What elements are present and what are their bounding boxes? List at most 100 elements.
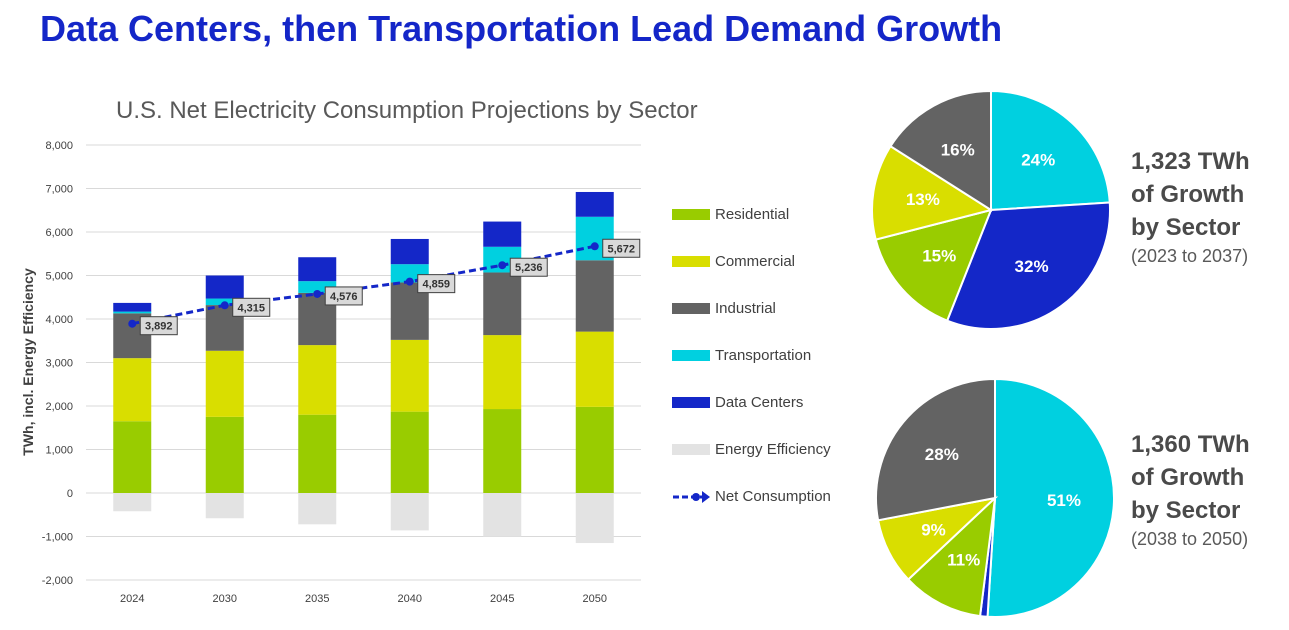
legend-item-data-centers: Data Centers bbox=[672, 393, 862, 413]
data-label: 4,315 bbox=[237, 302, 265, 314]
y-tick-label: 2,000 bbox=[45, 401, 73, 413]
bar-residential-2050 bbox=[575, 406, 614, 493]
legend-item-net-consumption: Net Consumption bbox=[672, 487, 862, 507]
data-label: 4,576 bbox=[330, 291, 358, 303]
growth-summary-2-period: (2038 to 2050) bbox=[1131, 529, 1249, 549]
legend-label: Net Consumption bbox=[715, 488, 831, 505]
growth-summary-2: 1,360 TWh of Growth by Sector (2038 to 2… bbox=[1131, 428, 1250, 551]
legend-swatch-line bbox=[673, 491, 710, 503]
pie-slice-label: 15% bbox=[922, 247, 956, 266]
bar-energy-efficiency-2035 bbox=[298, 493, 337, 525]
bar-residential-2040 bbox=[390, 411, 429, 493]
pie-slice-data-centers bbox=[945, 201, 1111, 330]
pie-chart-2038-2050: 51% 11%9% 28% bbox=[875, 377, 1115, 618]
y-tick-label: -2,000 bbox=[42, 575, 73, 587]
bar-residential-2030 bbox=[205, 416, 244, 493]
pie-slice-residential bbox=[874, 208, 993, 322]
bar-energy-efficiency-2050 bbox=[575, 493, 614, 544]
x-tick-label: 2045 bbox=[490, 593, 514, 605]
data-label: 4,859 bbox=[422, 279, 450, 291]
legend-item-transportation: Transportation bbox=[672, 346, 862, 366]
legend-label: Data Centers bbox=[715, 394, 804, 411]
data-label: 3,892 bbox=[145, 321, 173, 333]
legend-swatch bbox=[672, 209, 710, 220]
bar-transportation-2035 bbox=[298, 281, 337, 293]
bar-energy-efficiency-2030 bbox=[205, 493, 244, 519]
bar-data-centers-2040 bbox=[390, 238, 429, 265]
legend-item-industrial: Industrial bbox=[672, 299, 862, 319]
growth-summary-1-title: 1,323 TWh of Growth by Sector bbox=[1131, 148, 1250, 241]
pie-slice-label: 28% bbox=[925, 445, 959, 464]
net-consumption-line: 3,892 4,315 4,576 4,859 5,236 5,672 bbox=[128, 238, 641, 336]
pie-slice-transportation bbox=[990, 89, 1111, 212]
gridlines bbox=[86, 144, 641, 581]
pie-slice-label: 9% bbox=[921, 520, 946, 539]
y-tick-label: 0 bbox=[67, 488, 73, 500]
x-tick-label: 2030 bbox=[213, 593, 237, 605]
bar-residential-2045 bbox=[483, 409, 522, 493]
legend-swatch bbox=[672, 350, 710, 361]
bar-data-centers-2050 bbox=[575, 191, 614, 217]
legend-label: Industrial bbox=[715, 300, 776, 317]
net-consumption-point bbox=[313, 289, 322, 298]
axes: 8,000 7,000 6,000 5,000 4,000 3,000 2,000 1,000… bbox=[42, 140, 607, 605]
bar-energy-efficiency-2040 bbox=[390, 493, 429, 531]
data-label-box bbox=[417, 274, 456, 294]
legend-label: Transportation bbox=[715, 347, 812, 364]
x-tick-label: 2035 bbox=[305, 593, 329, 605]
bar-data-centers-2024 bbox=[113, 302, 152, 312]
data-label-box bbox=[602, 238, 641, 258]
y-tick-label: 4,000 bbox=[45, 314, 73, 326]
bar-industrial-2045 bbox=[483, 272, 522, 336]
y-axis-label: TWh, incl. Energy Efficiency bbox=[20, 268, 36, 456]
net-consumption-point bbox=[405, 277, 414, 286]
legend-item-energy-efficiency: Energy Efficiency bbox=[672, 440, 862, 460]
pie-slice-label: 16% bbox=[941, 141, 975, 160]
pie-slice-label: 24% bbox=[1021, 151, 1055, 170]
bar-chart-title: U.S. Net Electricity Consumption Project… bbox=[116, 97, 698, 124]
y-tick-label: -1,000 bbox=[42, 532, 73, 544]
growth-summary-1: 1,323 TWh of Growth by Sector (2023 to 2… bbox=[1131, 145, 1250, 268]
bar-residential-2024 bbox=[113, 421, 152, 493]
data-label: 5,672 bbox=[607, 243, 635, 255]
y-tick-label: 6,000 bbox=[45, 227, 73, 239]
bar-energy-efficiency-2045 bbox=[483, 493, 522, 537]
y-tick-label: 3,000 bbox=[45, 358, 73, 370]
net-consumption-point bbox=[498, 261, 507, 270]
data-label-box bbox=[324, 286, 363, 306]
bar-commercial-2030 bbox=[205, 350, 244, 417]
bar-data-centers-2035 bbox=[298, 257, 337, 282]
x-tick-label: 2024 bbox=[120, 593, 144, 605]
growth-summary-2-title: 1,360 TWh of Growth by Sector bbox=[1131, 431, 1250, 524]
pie-chart-2023-2037: 24% 32% 15% 13% 16% bbox=[871, 89, 1111, 330]
bar-commercial-2045 bbox=[483, 335, 522, 410]
bar-data-centers-2045 bbox=[483, 221, 522, 247]
bar-industrial-2050 bbox=[575, 260, 614, 332]
pie-slice-transportation bbox=[986, 377, 1115, 618]
pie-slice-label: 51% bbox=[1047, 491, 1081, 510]
pie-slice-industrial bbox=[875, 377, 996, 522]
bar-transportation-2024 bbox=[113, 311, 152, 314]
legend-label: Energy Efficiency bbox=[715, 441, 831, 458]
pie-slice-industrial bbox=[889, 89, 992, 212]
legend-swatch bbox=[672, 397, 710, 408]
x-tick-label: 2040 bbox=[398, 593, 422, 605]
net-consumption-point bbox=[220, 301, 229, 310]
y-tick-label: 5,000 bbox=[45, 271, 73, 283]
net-consumption-point bbox=[128, 319, 137, 328]
x-tick-label: 2050 bbox=[583, 593, 607, 605]
pie-slice-label: 13% bbox=[906, 190, 940, 209]
bar-commercial-2024 bbox=[113, 358, 152, 422]
legend-label: Residential bbox=[715, 206, 790, 223]
pie-slice-label: 11% bbox=[947, 550, 980, 569]
bar-energy-efficiency-2024 bbox=[113, 493, 152, 512]
bar-commercial-2050 bbox=[575, 331, 614, 407]
bar-residential-2035 bbox=[298, 414, 337, 493]
y-tick-label: 8,000 bbox=[45, 140, 73, 152]
pie-slice-commercial bbox=[871, 144, 994, 241]
legend-item-residential: Residential bbox=[672, 205, 862, 225]
data-label-box bbox=[139, 316, 178, 336]
pie-slice-residential bbox=[906, 495, 997, 618]
legend-item-commercial: Commercial bbox=[672, 252, 862, 272]
